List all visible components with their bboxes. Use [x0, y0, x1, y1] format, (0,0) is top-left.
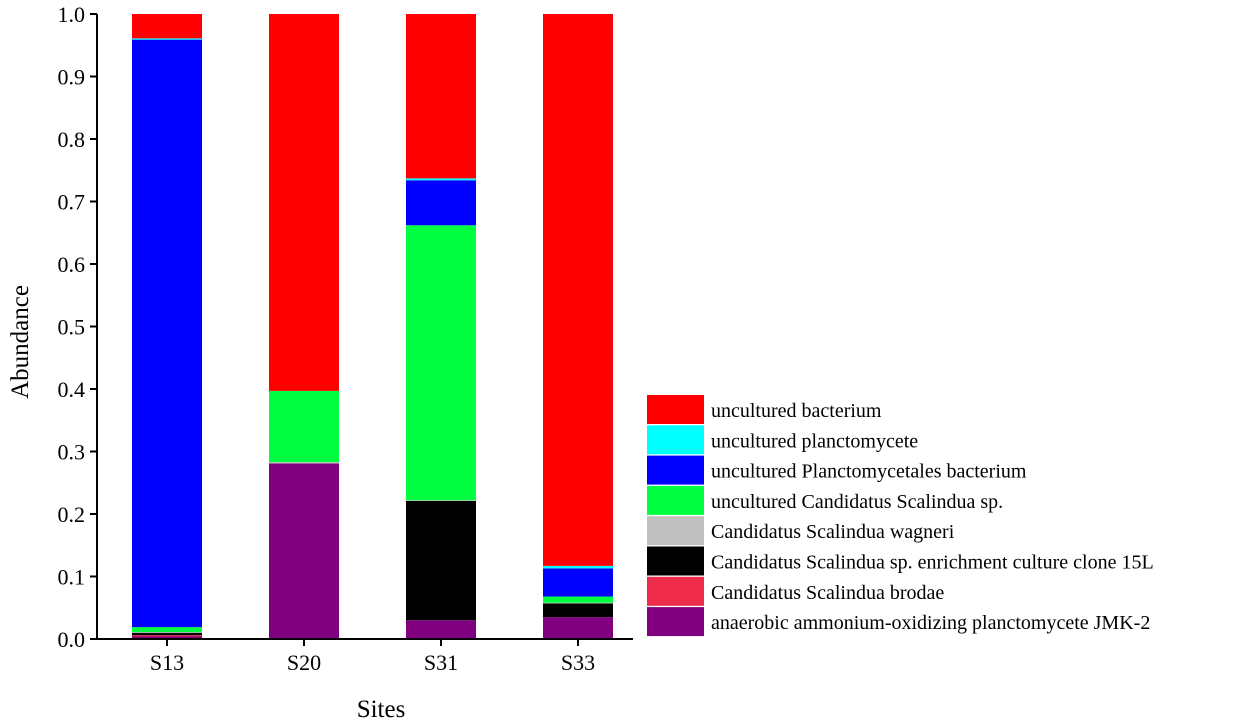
y-tick-label: 0.5	[58, 315, 86, 340]
y-tick-label: 0.6	[58, 252, 86, 277]
y-tick-label: 0.2	[58, 502, 86, 527]
bar-segment-s20-0	[269, 463, 339, 639]
bar-segment-s33-5	[543, 568, 613, 597]
bar-segment-s33-7	[543, 14, 613, 566]
bar-segment-s31-2	[406, 500, 476, 621]
legend-swatch-1	[647, 425, 704, 455]
x-tick-label-s20: S20	[287, 650, 321, 675]
bar-segment-s13-0	[132, 636, 202, 639]
legend-swatch-0	[647, 395, 704, 424]
bars-group	[132, 14, 613, 639]
y-tick-label: 1.0	[58, 2, 86, 27]
bar-segment-s33-6	[543, 565, 613, 569]
bar-segment-s31-0	[406, 620, 476, 639]
bar-segment-s31-4	[406, 225, 476, 501]
bar-segment-s13-3	[132, 632, 202, 633]
y-tick-label: 0.7	[58, 190, 86, 215]
bar-segment-s13-2	[132, 632, 202, 636]
bar-segment-s13-7	[132, 14, 202, 39]
legend-swatch-4	[647, 516, 704, 546]
y-tick-label: 0.3	[58, 440, 86, 465]
legend-label-6: Candidatus Scalindua brodae	[711, 582, 944, 604]
bar-segment-s20-4	[269, 390, 339, 463]
legend-swatch-3	[647, 485, 704, 515]
legend-label-7: anaerobic ammonium-oxidizing planctomyce…	[711, 612, 1150, 634]
legend-swatch-6	[647, 576, 704, 606]
legend-label-2: uncultured Planctomycetales bacterium	[711, 461, 1027, 483]
bar-segment-s33-3	[543, 602, 613, 604]
y-tick-label: 0.1	[58, 565, 86, 590]
bar-segment-s33-2	[543, 603, 613, 618]
bar-segment-s33-4	[543, 596, 613, 603]
bar-segment-s13-5	[132, 39, 202, 628]
bar-segment-s31-5	[406, 180, 476, 226]
x-tick-label-s13: S13	[150, 650, 184, 675]
bar-segment-s20-3	[269, 462, 339, 464]
y-tick-label: 0.4	[58, 377, 86, 402]
legend-swatch-2	[647, 455, 704, 485]
bar-segment-s13-1	[132, 635, 202, 637]
x-tick-label-s33: S33	[561, 650, 595, 675]
bar-segment-s33-0	[543, 617, 613, 639]
bar-segment-s31-7	[406, 14, 476, 179]
legend-swatch-7	[647, 607, 704, 637]
legend-label-0: uncultured bacterium	[711, 400, 882, 422]
bar-segment-s20-7	[269, 14, 339, 391]
x-tick-label-s31: S31	[424, 650, 458, 675]
legend: uncultured bacterium uncultured planctomy…	[647, 395, 1154, 637]
bar-segment-s31-6	[406, 178, 476, 181]
legend-label-5: Candidatus Scalindua sp. enrichment cult…	[711, 552, 1154, 574]
bar-segment-s13-6	[132, 38, 202, 40]
y-tick-label: 0.0	[58, 627, 86, 652]
bar-segment-s13-4	[132, 627, 202, 633]
x-axis-title: Sites	[357, 696, 406, 722]
legend-label-4: Candidatus Scalindua wagneri	[711, 521, 955, 543]
x-axis: S13 S20 S31 S33	[97, 638, 633, 675]
legend-label-3: uncultured Candidatus Scalindua sp.	[711, 491, 1003, 513]
y-axis-title: Abundance	[7, 285, 34, 399]
legend-swatch-5	[647, 546, 704, 576]
bar-segment-s31-3	[406, 500, 476, 501]
y-tick-label: 0.9	[58, 65, 86, 90]
y-axis: 0.0 0.1 0.2 0.3 0.4 0.5 0.6 0.7 0.8 0.9 1.0	[58, 2, 98, 652]
y-tick-label: 0.8	[58, 127, 86, 152]
legend-label-1: uncultured planctomycete	[711, 430, 918, 452]
